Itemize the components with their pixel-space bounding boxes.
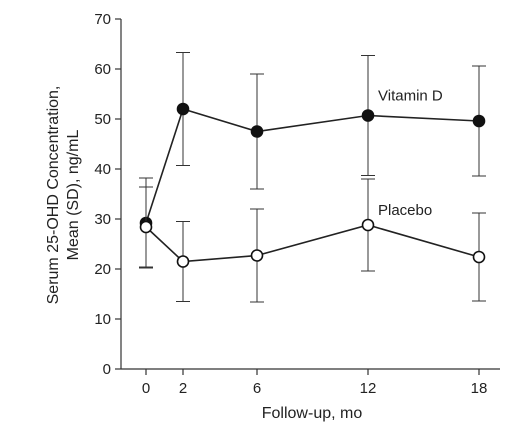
point-vitamin-d-12: [361, 109, 375, 122]
x-tick-label-6: 6: [253, 380, 261, 397]
point-vitamin-d-18: [472, 114, 486, 128]
y-tick-label-50: 50: [94, 111, 111, 128]
point-vitamin-d-2: [176, 102, 190, 116]
y-tick-label-60: 60: [94, 61, 111, 78]
point-placebo-18: [472, 250, 486, 264]
point-placebo-12: [361, 218, 375, 232]
point-vitamin-d-6: [250, 125, 264, 138]
x-tick-label-0: 0: [142, 380, 150, 397]
y-tick-label-10: 10: [94, 311, 111, 328]
x-axis-title: Follow-up, mo: [262, 405, 363, 422]
point-placebo-2: [176, 255, 190, 268]
y-tick-label-70: 70: [94, 11, 111, 28]
x-tick-label-2: 2: [179, 380, 187, 397]
point-placebo-6: [250, 249, 264, 262]
series-label-placebo: Placebo: [378, 202, 432, 219]
series-label-vitamin-d: Vitamin D: [378, 88, 443, 105]
y-tick-label-40: 40: [94, 161, 111, 178]
plot-marks: Vitamin D Placebo: [139, 52, 486, 303]
y-tick-label-0: 0: [103, 361, 111, 378]
axes: 0 10 20 30 40 50 60 70 0 2 6 12 18: [94, 11, 500, 397]
y-tick-label-30: 30: [94, 211, 111, 228]
y-axis-title-line-2: Mean (SD), ng/mL: [65, 130, 82, 261]
y-axis-title-line-1: Serum 25-OHD Concentration,: [45, 86, 62, 305]
x-tick-label-18: 18: [471, 380, 488, 397]
x-tick-label-12: 12: [360, 380, 377, 397]
series-vitamin-d: Vitamin D: [139, 52, 486, 269]
series-placebo: Placebo: [139, 178, 486, 303]
series-line-placebo: [145, 224, 480, 263]
point-placebo-0: [139, 220, 153, 234]
y-tick-label-20: 20: [94, 261, 111, 278]
